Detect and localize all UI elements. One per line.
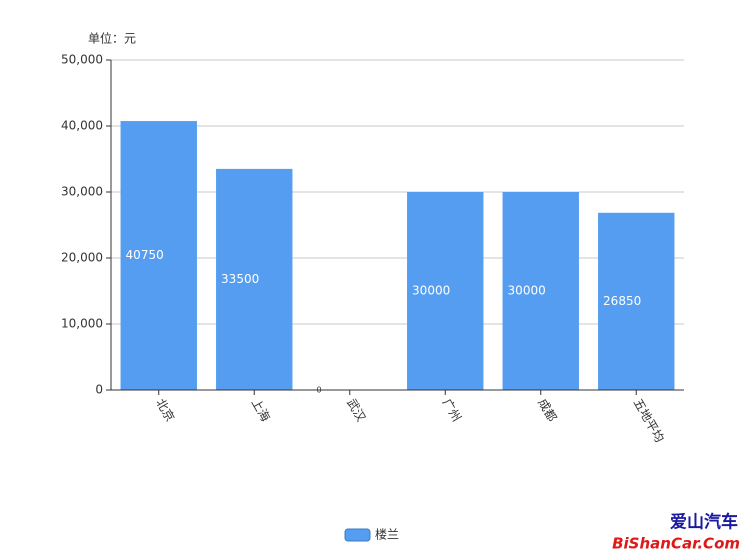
legend-swatch: [344, 528, 371, 542]
data-label: 30000: [508, 284, 546, 298]
y-tick-label: 40,000: [61, 119, 103, 133]
data-label: 40750: [126, 248, 164, 262]
x-tick-label: 武汉: [344, 396, 368, 424]
data-label: 26850: [603, 294, 641, 308]
x-tick-label: 广州: [440, 396, 464, 424]
data-label: 33500: [221, 272, 259, 286]
y-tick-label: 50,000: [61, 53, 103, 67]
x-tick-label: 成都: [535, 396, 559, 424]
bar: [502, 192, 579, 390]
bar: [120, 121, 197, 391]
x-tick-label: 北京: [153, 396, 177, 424]
y-tick-label: 0: [95, 383, 103, 397]
y-tick-label: 30,000: [61, 185, 103, 199]
watermark: BiShanCar.Com: [612, 535, 740, 553]
x-tick-label: 五地平均: [631, 396, 667, 445]
data-label: 30000: [412, 284, 450, 298]
y-tick-label: 10,000: [61, 317, 103, 331]
y-tick-label: 20,000: [61, 251, 103, 265]
bar: [216, 168, 293, 390]
bar: [598, 212, 675, 390]
bar: [407, 192, 484, 390]
unit-label: 单位：元: [88, 31, 136, 46]
x-tick-label: 上海: [249, 396, 274, 424]
legend-label: 楼兰: [375, 527, 399, 542]
watermark: 爱山汽车: [670, 512, 738, 533]
